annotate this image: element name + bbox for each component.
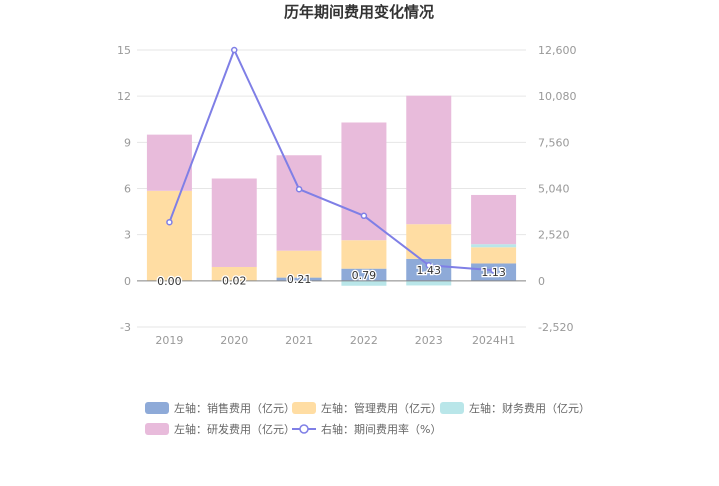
bar-segment	[276, 155, 322, 251]
data-label: 0.21	[287, 273, 312, 286]
rate-point	[490, 266, 497, 274]
legend: 左轴：销售费用（亿元） 左轴：管理费用（亿元） 左轴：财务费用（亿元） 左轴：研发费用…	[145, 401, 590, 436]
x-tick-label: 2024H1	[472, 334, 515, 347]
right-tick-label: 12,600	[538, 44, 577, 57]
legend-label: 左轴：研发费用（亿元）	[174, 422, 295, 436]
rate-point	[295, 185, 303, 193]
data-label: 0.00	[157, 275, 182, 288]
bar-segment	[406, 258, 452, 281]
data-label: 1.43	[417, 264, 442, 277]
right-axis: 12,600 10,080 7,560 5,040 2,520 0 -2,520	[538, 44, 577, 334]
legend-swatch	[145, 423, 169, 435]
x-tick-label: 2019	[155, 334, 183, 347]
data-label: 0.79	[352, 269, 377, 282]
bar-series	[146, 95, 517, 286]
bar-segment	[471, 244, 517, 248]
rate-point	[360, 212, 368, 220]
left-tick-label: 0	[124, 275, 131, 288]
bar-segment	[341, 280, 387, 286]
legend-swatch	[292, 402, 316, 414]
right-tick-label: 5,040	[538, 183, 570, 196]
right-tick-label: 7,560	[538, 136, 570, 149]
bar-segment	[276, 250, 322, 278]
bar-segment	[341, 240, 387, 269]
bar-segment	[471, 194, 517, 245]
rate-line	[168, 47, 494, 272]
left-tick-label: 6	[124, 183, 131, 196]
legend-label: 右轴：期间费用率（%）	[321, 422, 441, 436]
bar-segment	[406, 280, 452, 286]
rate-line-series	[166, 46, 497, 274]
x-tick-label: 2020	[220, 334, 248, 347]
bar-segment	[276, 277, 322, 281]
data-labels: 0.00 0.02 0.21 0.79 1.43 1.13	[156, 263, 507, 290]
right-tick-label: 10,080	[538, 90, 577, 103]
x-tick-label: 2023	[415, 334, 443, 347]
right-tick-label: 0	[538, 275, 545, 288]
legend-label: 左轴：销售费用（亿元）	[174, 401, 295, 415]
bar-segment	[211, 266, 257, 281]
bar-segment	[341, 122, 387, 241]
left-tick-label: -3	[120, 321, 131, 334]
rate-point	[231, 46, 238, 54]
rate-point	[166, 218, 173, 226]
left-tick-label: 15	[117, 44, 131, 57]
grid-lines	[137, 49, 526, 328]
x-axis-labels: 2019 2020 2021 2022 2023 2024H1	[155, 334, 515, 347]
legend-swatch	[145, 402, 169, 414]
bar-segment	[406, 95, 452, 225]
legend-swatch	[440, 402, 464, 414]
data-label: 1.13	[481, 266, 506, 279]
left-tick-label: 12	[117, 90, 131, 103]
bar-segment	[471, 247, 517, 264]
legend-label: 左轴：管理费用（亿元）	[321, 401, 442, 415]
bar-segment	[146, 190, 192, 281]
right-tick-label: 2,520	[538, 229, 570, 242]
chart-title: 历年期间费用变化情况	[284, 3, 434, 21]
data-label: 0.02	[222, 275, 247, 288]
x-tick-label: 2022	[350, 334, 378, 347]
left-axis: 15 12 9 6 3 0 -3	[117, 44, 131, 334]
right-tick-label: -2,520	[538, 321, 573, 334]
x-tick-label: 2021	[285, 334, 313, 347]
legend-label: 左轴：财务费用（亿元）	[469, 401, 590, 415]
bar-segment	[341, 268, 387, 281]
left-tick-label: 9	[124, 136, 131, 149]
rate-point	[425, 262, 432, 269]
bar-segment	[211, 178, 257, 267]
left-tick-label: 3	[124, 229, 131, 242]
legend-swatch-marker	[299, 424, 309, 434]
